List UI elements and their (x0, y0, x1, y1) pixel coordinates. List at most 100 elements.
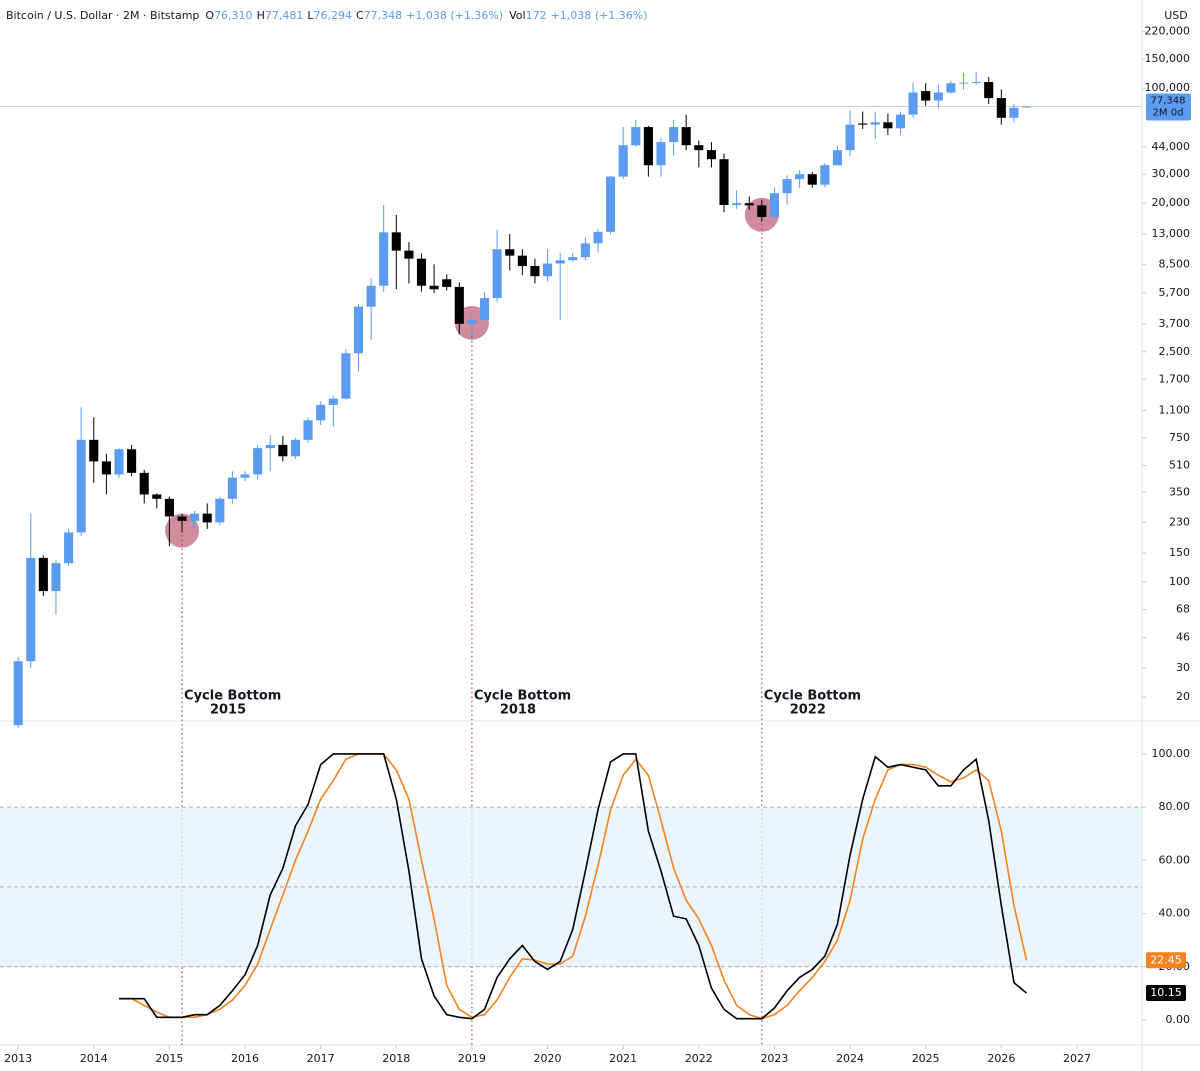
ohlc-key: L (307, 9, 314, 22)
candle-body (454, 286, 464, 324)
candle-body (139, 472, 149, 495)
candle-body (631, 127, 641, 146)
candle-body (253, 448, 263, 475)
candle-body (391, 232, 401, 251)
y-tick-label: 3,700 (1159, 317, 1191, 330)
y-tick-label: 100 (1169, 575, 1190, 588)
candle-body (215, 498, 225, 523)
candle-body (152, 494, 162, 499)
candle-body (265, 444, 275, 449)
candle-body (681, 127, 691, 146)
candle-body (807, 174, 817, 185)
x-tick-label: 2015 (155, 1052, 183, 1065)
candle-body (858, 123, 868, 125)
y-tick-label: 60.00 (1159, 853, 1191, 866)
ohlc-value: 76,310 (214, 9, 253, 22)
x-tick-label: 2017 (307, 1052, 335, 1065)
annotation-label: Cycle Bottom (474, 689, 571, 704)
last-price-box (1146, 93, 1191, 121)
candle-body (316, 404, 326, 421)
candle-body (341, 353, 351, 399)
y-tick-label: 46 (1176, 630, 1190, 643)
candle-body (832, 150, 842, 166)
y-tick-label: 100.00 (1152, 747, 1191, 760)
x-tick-label: 2018 (382, 1052, 410, 1065)
candle-body (278, 444, 288, 457)
candle-body (795, 174, 805, 180)
candle-body (933, 92, 943, 101)
candle-body (706, 150, 716, 160)
candle-body (227, 477, 237, 499)
candle-body (669, 127, 679, 143)
candle-body (757, 205, 767, 217)
ohlc-key: O (205, 9, 214, 22)
candle-body (719, 159, 729, 205)
candle-body (202, 513, 212, 523)
y-tick-label: 230 (1169, 515, 1190, 528)
y-tick-label: 8,500 (1159, 257, 1191, 270)
candle-body (543, 263, 553, 277)
y-tick-label: 44,000 (1152, 140, 1191, 153)
candle-body (568, 257, 578, 261)
x-tick-label: 2027 (1063, 1052, 1091, 1065)
candle-body (820, 165, 830, 185)
currency: USD (1164, 9, 1188, 22)
ohlc-value: 77,348 (364, 9, 403, 22)
last-value-box (1146, 952, 1186, 969)
candle-body (76, 439, 86, 533)
x-tick-label: 2023 (760, 1052, 788, 1065)
candle-body (769, 193, 779, 217)
candle-body (114, 449, 124, 475)
candle-body (429, 285, 439, 290)
y-tick-label: 100,000 (1145, 81, 1191, 94)
x-tick-label: 2025 (912, 1052, 940, 1065)
stochastic-line (118, 753, 1028, 1020)
annotation-year: 2015 (210, 703, 246, 718)
annotation-year: 2022 (790, 703, 826, 718)
x-tick-label: 2022 (685, 1052, 713, 1065)
stochastic-line (118, 753, 1028, 1020)
ohlc-value: 76,294 (313, 9, 352, 22)
x-tick-label: 2014 (80, 1052, 108, 1065)
x-tick-label: 2016 (231, 1052, 259, 1065)
x-tick-label: 2024 (836, 1052, 864, 1065)
x-tick-label: 2019 (458, 1052, 486, 1065)
y-tick-label: 30 (1176, 661, 1190, 674)
candle-body (379, 232, 389, 286)
y-tick-label: 750 (1169, 431, 1190, 444)
y-tick-label: 0.00 (1166, 1013, 1191, 1026)
candle-body (883, 122, 893, 129)
header: Bitcoin / U.S. Dollar · 2M · Bitstamp O76… (6, 9, 648, 22)
y-tick-label: 350 (1169, 485, 1190, 498)
candle-body (64, 532, 74, 564)
last-price-label: 77,348 (1151, 95, 1186, 106)
y-tick-label: 13,000 (1152, 227, 1191, 240)
volume-change: +1,038 (+1.36%) (551, 9, 648, 22)
candle-body (303, 420, 313, 440)
candle-body (984, 81, 994, 99)
y-tick-label: 30,000 (1152, 167, 1191, 180)
x-tick-label: 2026 (987, 1052, 1015, 1065)
candle-body (492, 249, 502, 299)
candle-body (921, 91, 931, 101)
countdown-label: 2M 0d (1153, 107, 1184, 118)
candle-body (366, 285, 376, 307)
y-tick-label: 20 (1176, 690, 1190, 703)
volume: 172 (526, 9, 547, 22)
candle-body (404, 250, 414, 259)
candle-body (1009, 107, 1019, 118)
y-tick-label: 1,100 (1159, 404, 1191, 417)
candle-body (13, 661, 23, 726)
x-tick-label: 2013 (4, 1052, 32, 1065)
candle-body (643, 127, 653, 166)
x-tick-label: 2020 (534, 1052, 562, 1065)
last-value-label: 22.45 (1150, 953, 1182, 966)
candle-body (467, 320, 477, 324)
symbol: Bitcoin / U.S. Dollar · 2M · Bitstamp (6, 9, 199, 22)
candle-body (517, 255, 527, 267)
y-tick-label: 40.00 (1159, 907, 1191, 920)
candle-body (442, 279, 452, 287)
candle-body (656, 142, 666, 166)
candle-body (164, 498, 174, 517)
y-tick-label: 5,700 (1159, 286, 1191, 299)
